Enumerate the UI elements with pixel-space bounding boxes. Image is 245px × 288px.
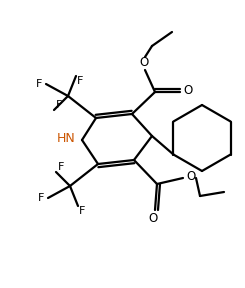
Text: F: F: [56, 100, 62, 110]
Text: O: O: [186, 170, 196, 183]
Text: O: O: [139, 56, 149, 69]
Text: F: F: [36, 79, 42, 89]
Text: O: O: [148, 211, 158, 225]
Text: F: F: [38, 193, 44, 203]
Text: F: F: [79, 206, 85, 216]
Text: F: F: [77, 76, 83, 86]
Text: F: F: [58, 162, 64, 172]
Text: HN: HN: [57, 132, 75, 145]
Text: O: O: [183, 84, 193, 98]
